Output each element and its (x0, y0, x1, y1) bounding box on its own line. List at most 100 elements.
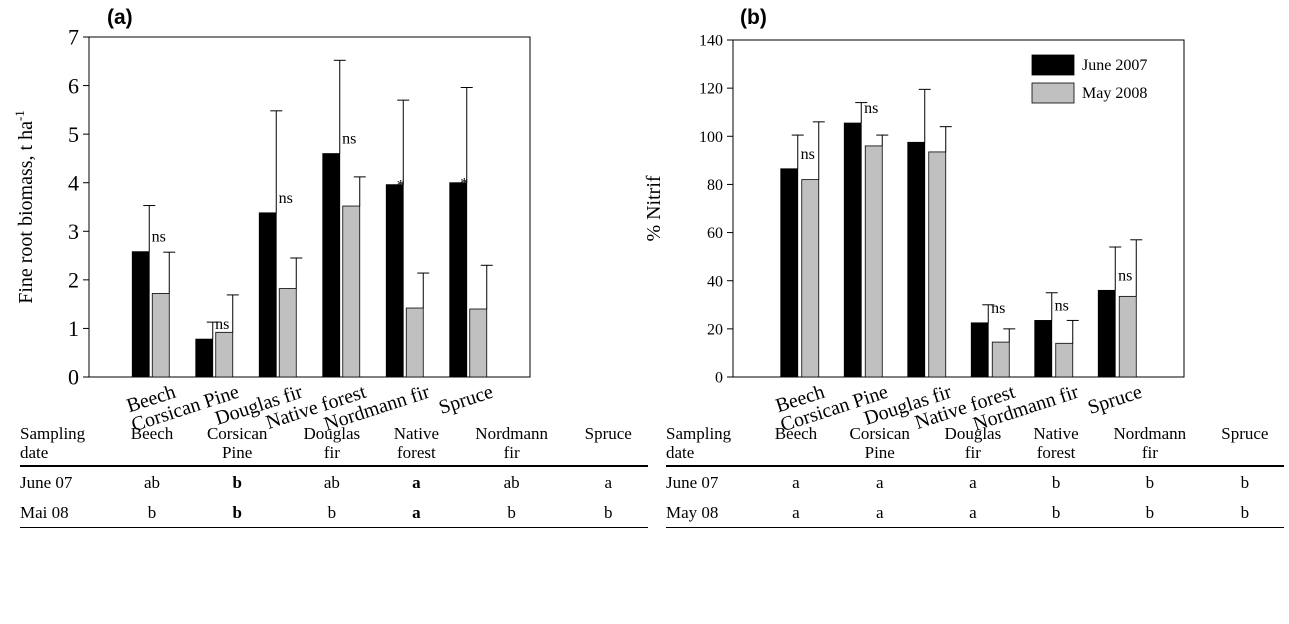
bar-may-2008 (342, 205, 361, 378)
table-cell: a (412, 473, 421, 492)
table-cell: ab (144, 473, 161, 492)
table-row: Mai 08 b b b a b b (20, 497, 648, 528)
bar-june-2007 (780, 168, 799, 378)
table-cell: b (188, 497, 286, 528)
significance-table-a: Sampling date Beech Corsican Pine Douglas fir… (20, 424, 648, 528)
table-header-cell: Sampling date (666, 424, 760, 467)
y-tick-label: 20 (707, 321, 723, 338)
y-tick-label: 1 (68, 316, 79, 341)
table-cell: a (969, 473, 977, 492)
plot-frame (88, 36, 531, 378)
table-header-line (1212, 443, 1278, 462)
y-tick-label: 5 (68, 122, 79, 147)
bar-june-2007 (907, 141, 926, 378)
significance-annotation: * (460, 176, 468, 193)
significance-annotation: ns (1118, 267, 1132, 284)
y-tick-label: 60 (707, 225, 723, 242)
row-label: June 07 (666, 473, 719, 492)
table-cell: a (831, 497, 928, 528)
y-tick-label: 40 (707, 273, 723, 290)
table-header-line: Native (1033, 424, 1079, 443)
table-row: June 07 a a a b b b (666, 466, 1284, 497)
table-header-line (766, 443, 826, 462)
bar-may-2008 (801, 179, 820, 378)
table-cell: b (1051, 473, 1061, 492)
table-header-line: Pine (222, 443, 253, 462)
significance-annotation: ns (864, 100, 878, 117)
table-header-line: Native (393, 424, 440, 443)
bar-may-2008 (1118, 295, 1137, 378)
y-tick-label: 120 (699, 81, 723, 98)
significance-annotation: ns (215, 316, 229, 333)
table-header-cell: Spruce (568, 424, 648, 467)
table-header-cell: Beech (115, 424, 189, 467)
y-tick-label: 6 (68, 73, 79, 98)
table-cell: ab (323, 473, 340, 492)
significance-annotation: ns (279, 190, 293, 207)
bar-june-2007 (322, 153, 341, 378)
table-header-cell: Douglas fir (927, 424, 1019, 467)
table-header-cell: Corsican Pine (188, 424, 286, 467)
y-axis-label: % Nitrif (643, 175, 665, 241)
table-header-cell: Native forest (1018, 424, 1094, 467)
bar-may-2008 (469, 308, 488, 378)
row-label: June 07 (20, 473, 73, 492)
table-cell: b (1145, 473, 1155, 492)
table-cell: a (875, 473, 884, 492)
table-cell: a (377, 497, 455, 528)
table-cell: b (1240, 473, 1250, 492)
table-header-cell: Native forest (377, 424, 455, 467)
table-header-line: Corsican (849, 424, 910, 443)
legend-label: May 2008 (1082, 85, 1147, 102)
significance-annotation: ns (1055, 297, 1069, 314)
table-header-cell: Sampling date (20, 424, 116, 467)
y-axis-label: Fine root biomass, t ha-1 (12, 110, 37, 304)
table-header-cell: Spruce (1205, 424, 1284, 467)
table-header-line: date (666, 443, 695, 462)
table-cell: a (604, 473, 613, 492)
y-axis-label-text: Fine root biomass, t ha (15, 121, 37, 304)
y-tick-label: 140 (699, 33, 723, 50)
bar-june-2007 (131, 251, 150, 378)
y-tick-label: 0 (715, 370, 723, 387)
table-cell: a (927, 497, 1019, 528)
category-label: Spruce (1085, 381, 1145, 419)
table-header-line: Beech (774, 424, 818, 443)
legend-label: June 2007 (1082, 57, 1147, 74)
bar-june-2007 (1097, 289, 1116, 378)
significance-annotation: ns (991, 300, 1005, 317)
y-tick-label: 2 (68, 268, 79, 293)
table-header-line: fir (964, 443, 981, 462)
table-cell: a (792, 473, 800, 492)
table-header-line: forest (397, 443, 436, 462)
bar-may-2008 (215, 331, 234, 378)
table-header-line (575, 443, 643, 462)
table-cell: b (1205, 497, 1284, 528)
y-tick-label: 7 (68, 25, 79, 50)
panel-label: (b) (740, 6, 767, 29)
table-header-line: Douglas (303, 424, 361, 443)
table-header-line: fir (1141, 443, 1158, 462)
bar-may-2008 (278, 288, 297, 378)
table-header-line: fir (323, 443, 340, 462)
plot-frame (732, 39, 1185, 378)
bar-june-2007 (258, 212, 277, 378)
significance-table-b: Sampling date Beech Corsican Pine Douglas fir… (666, 424, 1284, 528)
significance-annotation: ns (801, 146, 815, 163)
table-cell: b (232, 473, 242, 492)
table-header-line: Beech (130, 424, 174, 443)
table-cell: b (285, 497, 378, 528)
bar-june-2007 (1034, 320, 1053, 378)
bar-june-2007 (970, 322, 989, 378)
significance-annotation: * (397, 178, 405, 195)
panel-label: (a) (107, 6, 133, 29)
legend-swatch (1031, 54, 1075, 76)
table-header-line: Sampling (20, 424, 86, 443)
table-header-line: Nordmann (475, 424, 549, 443)
bar-june-2007 (449, 182, 468, 378)
table-header-line: Spruce (1221, 424, 1269, 443)
bar-june-2007 (195, 338, 214, 378)
significance-annotation: ns (152, 229, 166, 246)
